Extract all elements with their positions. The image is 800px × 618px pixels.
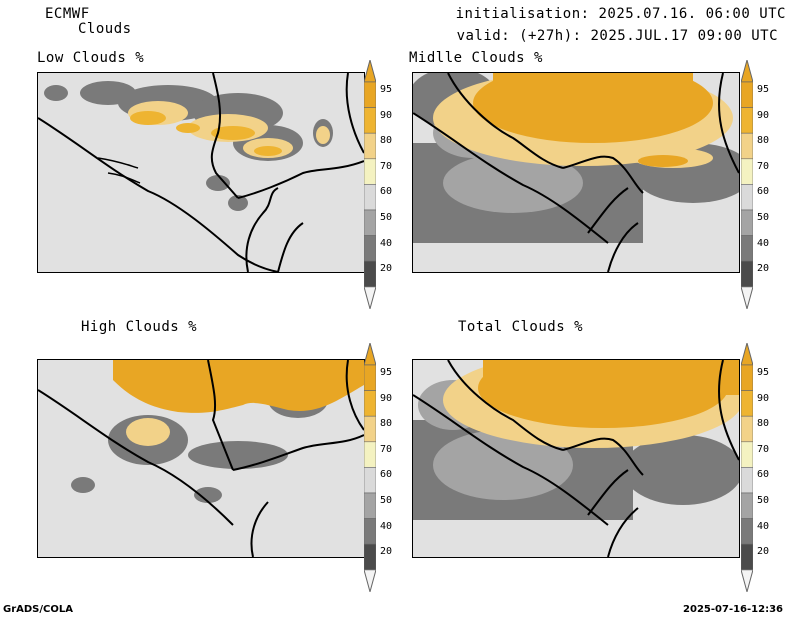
colorbar-segment (741, 132, 753, 160)
panel-title-low: Low Clouds % (37, 50, 145, 66)
colorbar-segment (364, 518, 376, 545)
colorbar-label: 20 (757, 263, 770, 275)
colorbar-label: 90 (380, 109, 393, 121)
colorbar-segment (364, 492, 376, 519)
footer-timestamp: 2025-07-16-12:36 (683, 604, 783, 615)
panel-title-total: Total Clouds % (458, 319, 584, 335)
colorbar-label: 80 (757, 135, 770, 147)
colorbar-segment (741, 467, 753, 494)
colorbar-segment (364, 235, 376, 262)
colorbar-arrow-top (741, 60, 753, 83)
colorbar-label: 95 (380, 367, 393, 378)
colorbar-label: 70 (757, 443, 770, 455)
map-high-clouds (37, 359, 365, 558)
colorbar-segment (741, 235, 753, 262)
colorbar-segment (741, 441, 753, 468)
colorbar-label: 90 (757, 109, 770, 121)
colorbar-label: 50 (757, 495, 770, 506)
colorbar-segment (741, 107, 753, 134)
colorbar-label: 50 (380, 495, 393, 506)
colorbar-label: 60 (380, 186, 393, 198)
colorbar-label: 70 (380, 443, 393, 455)
colorbar-graphic (364, 343, 376, 592)
colorbar-segment (741, 260, 753, 288)
panel-title-high: High Clouds % (81, 319, 198, 335)
colorbar-label: 50 (757, 212, 770, 223)
colorbar-label: 95 (757, 84, 770, 95)
colorbar-graphic (364, 60, 376, 309)
colorbar-label: 40 (380, 237, 393, 249)
colorbar-segment (741, 158, 753, 185)
product-label: Clouds (78, 21, 132, 37)
colorbar-arrow-top (364, 60, 376, 83)
colorbar-segment (364, 184, 376, 211)
initialisation-label: initialisation: 2025.07.16. 06:00 UTC (455, 6, 786, 22)
colorbar-segment (741, 492, 753, 519)
colorbar-segment (364, 107, 376, 134)
map-low-clouds (37, 72, 365, 273)
total-clouds-field (413, 360, 739, 557)
footer-left: GrADS/COLA (3, 604, 73, 615)
colorbar-arrow-bottom (741, 286, 753, 309)
high-clouds-field (38, 360, 364, 557)
colorbar-segment (364, 209, 376, 236)
colorbar-label: 90 (380, 392, 393, 404)
colorbar-label: 60 (380, 469, 393, 481)
colorbar-arrow-bottom (364, 286, 376, 309)
colorbar-segment (364, 81, 376, 108)
colorbar-label: 20 (757, 546, 770, 558)
colorbar-label: 70 (757, 160, 770, 172)
colorbar-label: 20 (380, 263, 393, 275)
colorbar-label: 20 (380, 546, 393, 558)
colorbar-label: 40 (757, 520, 770, 532)
colorbar-label: 60 (757, 469, 770, 481)
colorbar-label: 40 (757, 237, 770, 249)
low-clouds-field (38, 73, 364, 272)
colorbar-arrow-bottom (364, 569, 376, 592)
panel-title-middle: Midlle Clouds % (409, 50, 543, 66)
colorbar-label: 60 (757, 186, 770, 198)
colorbar-segment (364, 158, 376, 185)
colorbar-label: 95 (380, 84, 393, 95)
colorbar-segment (741, 415, 753, 443)
model-label: ECMWF (45, 6, 90, 22)
colorbar-label: 80 (380, 418, 393, 430)
colorbar-segment (741, 364, 753, 391)
colorbar-graphic (741, 60, 753, 309)
colorbar-arrow-top (741, 343, 753, 366)
colorbar-segment (741, 81, 753, 108)
colorbar-label: 80 (757, 418, 770, 430)
map-total-clouds (412, 359, 740, 558)
colorbar-graphic (741, 343, 753, 592)
colorbar-segment (741, 390, 753, 417)
middle-clouds-field (413, 73, 739, 272)
colorbar-label: 90 (757, 392, 770, 404)
colorbar-segment (364, 132, 376, 160)
colorbar-label: 40 (380, 520, 393, 532)
colorbar-arrow-top (364, 343, 376, 366)
colorbar-segment (364, 467, 376, 494)
colorbar-segment (364, 441, 376, 468)
colorbar-segment (364, 390, 376, 417)
valid-time-label: valid: (+27h): 2025.JUL.17 09:00 UTC (456, 28, 778, 44)
colorbar-segment (364, 260, 376, 288)
colorbar-segment (741, 518, 753, 545)
colorbar-label: 70 (380, 160, 393, 172)
colorbar-label: 95 (757, 367, 770, 378)
colorbar-segment (364, 543, 376, 571)
colorbar-segment (741, 184, 753, 211)
colorbar-label: 80 (380, 135, 393, 147)
colorbar-segment (741, 209, 753, 236)
colorbar-label: 50 (380, 212, 393, 223)
colorbar-arrow-bottom (741, 569, 753, 592)
colorbar-segment (741, 543, 753, 571)
colorbar-segment (364, 364, 376, 391)
colorbar-segment (364, 415, 376, 443)
map-middle-clouds (412, 72, 740, 273)
